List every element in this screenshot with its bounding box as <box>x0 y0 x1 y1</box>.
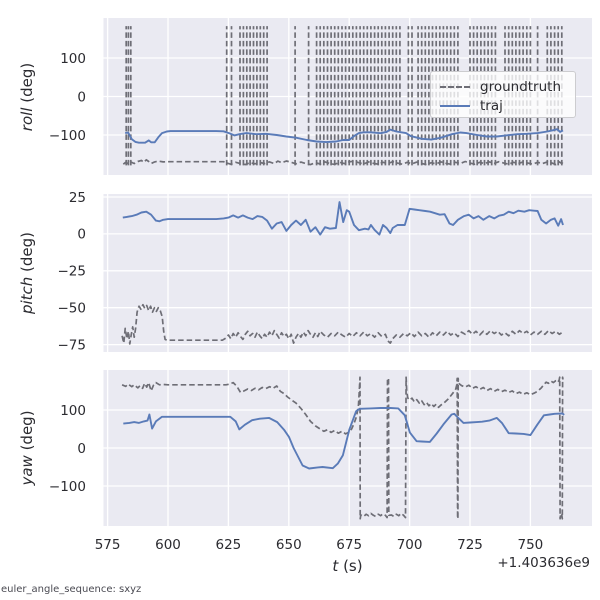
pitch-ytick-label: 0 <box>77 227 86 243</box>
yaw-ytick-label: 100 <box>60 403 86 419</box>
pitch-axis-label-var: pitch <box>18 276 36 315</box>
pitch-ytick-label: −50 <box>58 301 87 317</box>
x-axis-offset-text: +1.403636e9 <box>497 555 590 571</box>
roll-traj-line <box>125 128 564 144</box>
yaw-series-group <box>121 376 565 520</box>
xtick-label: 575 <box>95 537 121 553</box>
yaw-ytick-label: 0 <box>77 441 86 457</box>
xtick-label: 650 <box>276 537 302 553</box>
roll-ytick-label: 100 <box>60 51 86 67</box>
roll-ytick-label: 0 <box>77 89 86 105</box>
yaw-axis-label-unit: (deg) <box>18 410 36 456</box>
yaw-ytick-label: −100 <box>49 479 86 495</box>
pitch-axis-label-unit: (deg) <box>18 231 36 277</box>
traj-line-sample-icon <box>440 105 470 107</box>
legend-label-traj: traj <box>480 98 503 114</box>
yaw-axis-label-var: yaw <box>18 455 36 486</box>
x-axis-label: t (s) <box>103 557 592 575</box>
x-axis-label-var: t <box>332 557 339 575</box>
pitch-groundtruth-line <box>121 303 563 345</box>
yaw-gridlines <box>103 370 592 526</box>
legend: groundtruth traj <box>430 71 576 118</box>
pitch-axes-background <box>103 194 592 352</box>
roll-axis-label-unit: (deg) <box>18 62 36 108</box>
xtick-label: 675 <box>336 537 362 553</box>
xtick-label: 725 <box>457 537 483 553</box>
legend-entry-traj: traj <box>440 97 567 115</box>
roll-axis-label: roll (deg) <box>18 62 36 130</box>
x-axis-label-unit: (s) <box>338 557 363 575</box>
roll-groundtruth-line <box>122 158 564 166</box>
legend-label-groundtruth: groundtruth <box>480 79 562 95</box>
pitch-ytick-label: −25 <box>58 264 87 280</box>
xtick-label: 600 <box>155 537 181 553</box>
pitch-ytick-label: 25 <box>69 190 86 206</box>
pitch-series-group <box>121 201 564 345</box>
roll-ytick-label: −100 <box>49 128 86 144</box>
roll-axis-label-var: roll <box>18 107 36 131</box>
xtick-label: 625 <box>216 537 242 553</box>
yaw-axis-label: yaw (deg) <box>18 410 36 485</box>
pitch-ytick-label: −75 <box>58 337 87 353</box>
euler-angle-sequence-footnote: euler_angle_sequence: sxyz <box>1 584 142 595</box>
xtick-label: 700 <box>397 537 423 553</box>
legend-entry-groundtruth: groundtruth <box>440 78 567 96</box>
pitch-gridlines <box>103 194 592 352</box>
groundtruth-line-sample-icon <box>440 86 470 88</box>
pitch-axis-label: pitch (deg) <box>18 232 36 314</box>
xtick-label: 750 <box>518 537 544 553</box>
yaw-traj-line <box>123 407 565 470</box>
pitch-traj-line <box>122 201 564 236</box>
